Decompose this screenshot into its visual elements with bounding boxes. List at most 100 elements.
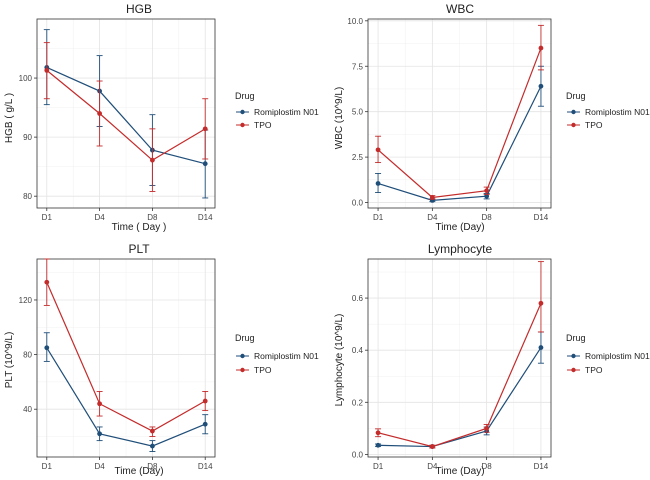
wbc-y-axis-label: WBC (10^9/L)	[334, 87, 345, 150]
legend-marker-tpo	[571, 367, 576, 373]
lymphocyte-legend-title: Drug	[566, 333, 586, 343]
wbc-y-tick-label: 2.5	[352, 153, 364, 162]
wbc-plot-frame	[367, 18, 552, 209]
plt-legend: Romiplostim N01 TPO	[236, 351, 319, 375]
plt-tpo-point	[202, 398, 208, 404]
legend-label-romiplostim: Romiplostim N01	[585, 107, 650, 117]
plt-y-tick-label: 40	[23, 405, 32, 414]
wbc-tpo-point	[538, 45, 544, 51]
plt-y-tick-label: 80	[23, 351, 32, 360]
lymphocyte-series-tpo	[375, 261, 544, 449]
hgb-romiplostim-point	[202, 161, 208, 167]
plt-tpo-point	[150, 428, 155, 434]
lymphocyte-y-tick-label: 0.6	[352, 294, 364, 303]
plt-y-axis-label: PLT (10^9/L)	[4, 332, 15, 389]
plt-series-romiplostim	[43, 332, 209, 452]
plt-title: PLT	[128, 242, 150, 256]
lymphocyte-romiplostim-point	[375, 442, 381, 448]
plt-tpo-point	[44, 279, 50, 285]
lymphocyte-x-tick-label: D14	[534, 462, 549, 471]
hgb-title: HGB	[126, 2, 152, 16]
legend-marker-romiplostim	[571, 353, 576, 359]
wbc-y-tick-label: 10.0	[347, 17, 363, 26]
lymphocyte-title: Lymphocyte	[428, 242, 493, 256]
legend-label-tpo: TPO	[585, 120, 603, 130]
wbc-x-tick-label: D1	[373, 213, 384, 222]
lymphocyte-x-axis-label: Time (Day)	[435, 466, 484, 477]
legend-marker-romiplostim	[240, 353, 245, 359]
hgb-romiplostim-line	[46, 66, 206, 165]
lymphocyte-x-tick-label: D1	[373, 462, 384, 471]
hgb-panel: HGB Time ( Day ) HGB ( g/L ) Drug Romipl…	[4, 2, 319, 233]
lymphocyte-tpo-point	[538, 300, 544, 306]
lymphocyte-y-tick-label: 0.4	[352, 346, 364, 355]
legend-marker-romiplostim	[240, 109, 245, 115]
plt-tpo-point	[97, 401, 102, 407]
plt-panel: PLT Time (Day) PLT (10^9/L) Drug Romiplo…	[4, 242, 319, 477]
legend-label-romiplostim: Romiplostim N01	[254, 351, 319, 361]
wbc-y-tick-label: 5.0	[352, 108, 364, 117]
lymphocyte-romiplostim-line	[378, 347, 542, 448]
hgb-y-tick-label: 100	[19, 74, 33, 83]
wbc-tpo-line	[377, 47, 542, 199]
plt-tpo-line	[46, 281, 206, 432]
plt-x-tick-label: D14	[198, 462, 213, 471]
wbc-romiplostim-point	[538, 83, 544, 89]
plt-romiplostim-point	[97, 431, 102, 437]
plt-x-tick-label: D4	[94, 462, 105, 471]
lymphocyte-romiplostim-point	[538, 345, 544, 350]
wbc-tpo-point	[429, 195, 435, 200]
wbc-x-tick-label: D14	[534, 213, 549, 222]
legend-marker-romiplostim	[571, 109, 576, 115]
hgb-tpo-point	[44, 67, 50, 73]
lymphocyte-legend: Romiplostim N01 TPO	[567, 351, 650, 375]
plt-romiplostim-line	[46, 347, 206, 447]
wbc-x-tick-label: D8	[482, 213, 493, 222]
plt-x-axis-label: Time (Day)	[114, 466, 163, 477]
hgb-y-tick-label: 80	[23, 192, 32, 201]
lymphocyte-panel: Lymphocyte Time (Day) Lymphocyte (10^9/L…	[334, 242, 650, 477]
hgb-x-tick-label: D8	[147, 213, 158, 222]
hgb-y-tick-label: 90	[23, 133, 32, 142]
wbc-y-tick-label: 0.0	[352, 199, 364, 208]
hgb-x-tick-label: D14	[198, 213, 213, 222]
wbc-x-tick-label: D4	[427, 213, 438, 222]
lymphocyte-plot-area: 0.0 0.2 0.4 0.6 D1 D4 D8 D14	[352, 258, 552, 471]
plt-romiplostim-point	[202, 421, 208, 427]
wbc-tpo-point	[375, 147, 381, 153]
legend-label-tpo: TPO	[254, 365, 272, 375]
wbc-title: WBC	[446, 2, 474, 16]
hgb-tpo-point	[150, 157, 155, 163]
hgb-series-tpo	[43, 42, 209, 192]
hgb-plot-area: 80 90 100 D1 D4 D8 D14	[19, 18, 216, 222]
lymphocyte-plot-frame	[367, 258, 552, 458]
lymphocyte-y-tick-label: 0.0	[352, 450, 364, 459]
legend-label-romiplostim: Romiplostim N01	[254, 107, 319, 117]
lymphocyte-tpo-line	[377, 303, 542, 448]
wbc-legend-title: Drug	[566, 91, 586, 101]
plt-romiplostim-point	[44, 345, 50, 351]
wbc-legend: Romiplostim N01 TPO	[567, 107, 650, 130]
lymphocyte-y-axis-label: Lymphocyte (10^9/L)	[334, 314, 345, 407]
wbc-romiplostim-line	[377, 85, 542, 201]
plt-x-tick-label: D8	[147, 462, 158, 471]
legend-marker-tpo	[240, 367, 245, 373]
hgb-plot-frame	[36, 18, 216, 209]
lymphocyte-tpo-point	[429, 444, 435, 449]
lymphocyte-x-tick-label: D4	[427, 462, 438, 471]
plt-x-tick-label: D1	[42, 462, 53, 471]
legend-label-tpo: TPO	[585, 365, 603, 375]
wbc-y-tick-label: 7.5	[352, 62, 364, 71]
hgb-y-axis-label: HGB ( g/L )	[4, 93, 15, 143]
wbc-romiplostim-point	[484, 193, 490, 199]
wbc-tpo-point	[484, 188, 490, 194]
wbc-series-tpo	[375, 24, 544, 200]
lymphocyte-y-tick-label: 0.2	[352, 398, 364, 407]
hgb-tpo-line	[46, 69, 206, 161]
legend-marker-tpo	[240, 122, 245, 128]
hgb-legend-title: Drug	[235, 91, 255, 101]
hgb-legend: Romiplostim N01 TPO	[236, 107, 319, 130]
wbc-x-axis-label: Time (Day)	[435, 222, 484, 233]
legend-label-tpo: TPO	[254, 120, 272, 130]
legend-marker-tpo	[571, 122, 576, 128]
